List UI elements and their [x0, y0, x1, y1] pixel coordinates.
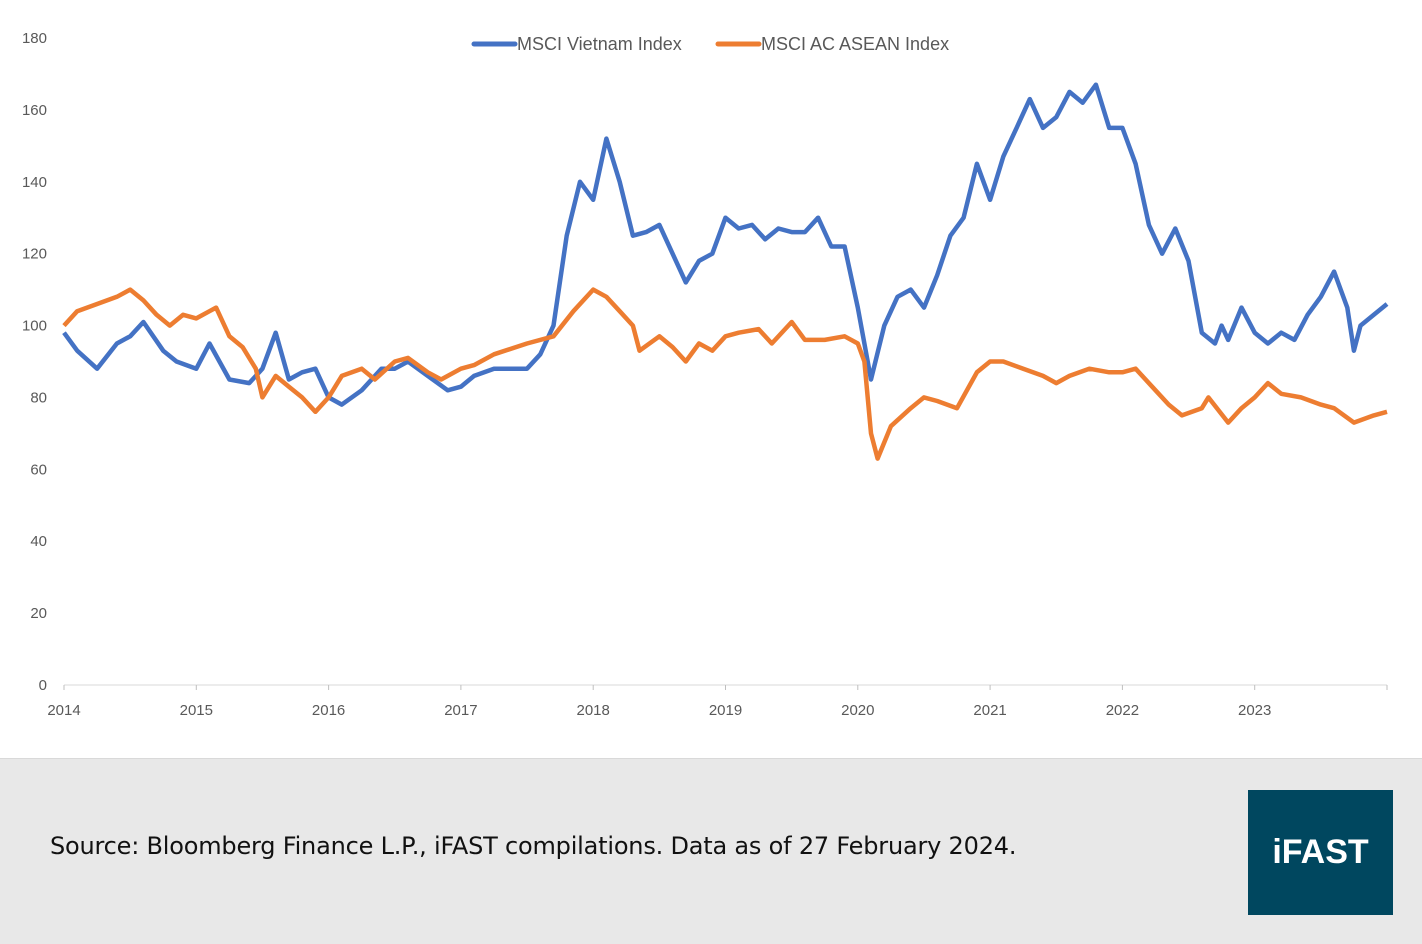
y-tick-label: 160	[22, 102, 47, 119]
x-tick-label: 2016	[312, 702, 345, 719]
y-tick-label: 20	[30, 605, 47, 622]
chart-area: 0 20 40 60 80 100 120 140 160 180 2014 2015 2016 201…	[0, 0, 1422, 759]
x-tick-label: 2021	[973, 702, 1006, 719]
y-tick-label: 140	[22, 174, 47, 191]
x-tick-label: 2017	[444, 702, 477, 719]
y-tick-label: 80	[30, 389, 47, 406]
x-tick-label: 2020	[841, 702, 874, 719]
line-chart: 0 20 40 60 80 100 120 140 160 180 2014 2015 2016 201…	[22, 30, 1389, 719]
x-tick-label: 2015	[180, 702, 213, 719]
y-tick-label: 60	[30, 461, 47, 478]
x-tick-label: 2023	[1238, 702, 1271, 719]
legend-label-asean: MSCI AC ASEAN Index	[761, 34, 949, 54]
y-tick-label: 180	[22, 30, 47, 47]
y-tick-label: 100	[22, 318, 47, 335]
x-tick-label: 2018	[577, 702, 610, 719]
series-line-msci-vietnam	[62, 82, 1389, 407]
logo-text: iFAST	[1272, 833, 1369, 871]
legend-label-vietnam: MSCI Vietnam Index	[517, 34, 682, 54]
y-tick-label: 120	[22, 246, 47, 263]
y-tick-label: 40	[30, 533, 47, 550]
legend: MSCI Vietnam Index MSCI AC ASEAN Index	[471, 34, 949, 54]
x-tick-label: 2019	[709, 702, 742, 719]
x-tick-label: 2022	[1106, 702, 1139, 719]
y-tick-label: 0	[39, 677, 47, 694]
ifast-logo: iFAST	[1248, 790, 1393, 915]
x-tick-label: 2014	[47, 702, 80, 719]
series-line-msci-ac-asean	[62, 287, 1388, 461]
source-note: Source: Bloomberg Finance L.P., iFAST co…	[50, 832, 1017, 860]
